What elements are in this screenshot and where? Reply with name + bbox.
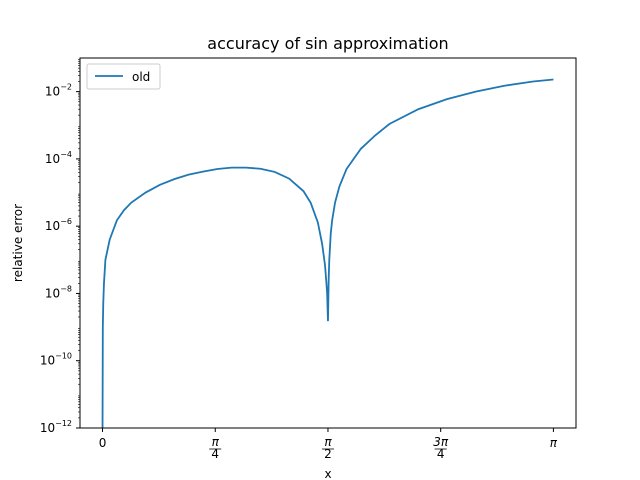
chart-title: accuracy of sin approximation — [207, 34, 448, 53]
svg-text:4: 4 — [437, 447, 445, 461]
y-tick-label: 10−4 — [45, 150, 72, 166]
y-axis: 10−12 10−10 10−8 10−6 10−4 10−2 — [40, 59, 80, 435]
svg-text:2: 2 — [324, 447, 332, 461]
x-tick-label: 0 — [99, 436, 107, 450]
x-tick-label: π4 — [209, 435, 222, 461]
x-tick-label: π2 — [321, 435, 334, 461]
legend: old — [86, 63, 161, 90]
x-tick-label: π — [550, 436, 558, 450]
y-tick-label: 10−8 — [45, 284, 72, 300]
y-tick-label: 10−10 — [40, 352, 72, 368]
svg-text:π: π — [324, 435, 332, 449]
svg-text:4: 4 — [211, 447, 219, 461]
legend-box — [86, 63, 161, 90]
x-tick-label: 3π4 — [433, 435, 449, 461]
series-line-old — [101, 78, 554, 428]
svg-text:π: π — [212, 435, 220, 449]
y-axis-label: relative error — [11, 204, 25, 282]
legend-label-old: old — [132, 70, 150, 84]
svg-text:3π: 3π — [433, 435, 449, 449]
y-tick-label: 10−12 — [40, 419, 72, 435]
x-axis-label: x — [324, 467, 331, 480]
y-tick-label: 10−6 — [45, 217, 72, 233]
y-tick-label: 10−2 — [45, 83, 72, 99]
